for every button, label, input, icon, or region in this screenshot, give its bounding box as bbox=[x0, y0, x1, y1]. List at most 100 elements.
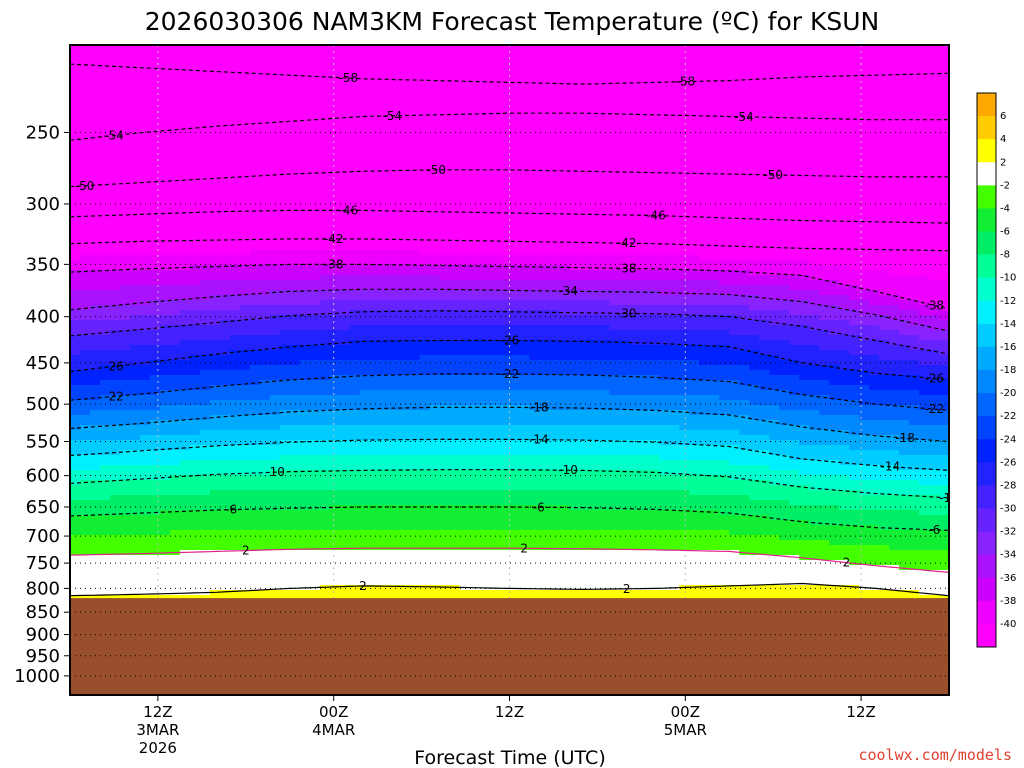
field-cell bbox=[749, 150, 760, 156]
field-cell bbox=[409, 125, 421, 131]
field-cell bbox=[509, 225, 521, 231]
field-cell bbox=[609, 295, 620, 301]
field-cell bbox=[839, 135, 850, 141]
field-cell bbox=[119, 215, 131, 221]
field-cell bbox=[289, 135, 301, 141]
field-cell bbox=[70, 55, 81, 61]
field-cell bbox=[799, 205, 810, 211]
field-cell bbox=[929, 200, 940, 206]
field-cell bbox=[579, 130, 591, 136]
field-cell bbox=[89, 115, 101, 121]
field-cell bbox=[329, 110, 341, 116]
field-cell bbox=[649, 270, 660, 276]
field-cell bbox=[939, 195, 949, 201]
field-cell bbox=[709, 210, 720, 216]
field-cell bbox=[209, 270, 221, 276]
field-cell bbox=[919, 135, 930, 141]
field-cell bbox=[939, 225, 949, 231]
field-cell bbox=[849, 100, 860, 106]
field-cell bbox=[689, 220, 700, 226]
field-cell bbox=[279, 165, 291, 171]
field-cell bbox=[79, 255, 91, 261]
field-cell bbox=[459, 230, 471, 236]
field-cell bbox=[459, 70, 471, 76]
field-cell bbox=[329, 315, 341, 321]
field-cell bbox=[399, 185, 411, 191]
field-cell bbox=[359, 270, 371, 276]
field-cell bbox=[529, 135, 541, 141]
field-cell bbox=[869, 320, 880, 326]
field-cell bbox=[99, 55, 111, 61]
field-cell bbox=[459, 310, 471, 316]
field-cell bbox=[109, 300, 121, 306]
field-cell bbox=[189, 255, 201, 261]
field-cell bbox=[919, 115, 930, 121]
field-cell bbox=[229, 105, 241, 111]
field-cell bbox=[619, 205, 630, 211]
field-cell bbox=[819, 235, 830, 241]
field-cell bbox=[769, 260, 780, 266]
field-cell bbox=[289, 225, 301, 231]
field-cell bbox=[549, 80, 561, 86]
field-cell bbox=[159, 135, 171, 141]
field-cell bbox=[779, 145, 790, 151]
field-cell bbox=[259, 115, 271, 121]
field-cell bbox=[139, 315, 151, 321]
field-cell bbox=[449, 195, 461, 201]
field-cell bbox=[229, 50, 241, 56]
field-cell bbox=[859, 205, 870, 211]
field-cell bbox=[519, 170, 531, 176]
field-cell bbox=[339, 105, 351, 111]
field-cell bbox=[369, 235, 381, 241]
field-cell bbox=[229, 190, 241, 196]
field-cell bbox=[879, 270, 890, 276]
field-cell bbox=[759, 145, 770, 151]
field-cell bbox=[739, 170, 750, 176]
field-cell bbox=[939, 125, 949, 131]
field-cell bbox=[639, 95, 650, 101]
field-cell bbox=[819, 315, 830, 321]
field-cell bbox=[759, 290, 770, 296]
field-cell bbox=[489, 285, 501, 291]
field-cell bbox=[599, 165, 610, 171]
field-cell bbox=[759, 135, 770, 141]
field-cell bbox=[769, 235, 780, 241]
field-cell bbox=[869, 155, 880, 161]
field-cell bbox=[429, 230, 441, 236]
field-cell bbox=[899, 235, 910, 241]
field-cell bbox=[639, 45, 650, 51]
field-cell bbox=[859, 270, 870, 276]
field-cell bbox=[269, 305, 281, 311]
field-cell bbox=[269, 300, 281, 306]
field-cell bbox=[759, 255, 770, 261]
field-cell bbox=[519, 100, 531, 106]
field-cell bbox=[299, 305, 311, 311]
field-cell bbox=[149, 160, 161, 166]
field-cell bbox=[149, 195, 161, 201]
field-cell bbox=[559, 55, 571, 61]
field-cell bbox=[369, 190, 381, 196]
field-cell bbox=[739, 115, 750, 121]
field-cell bbox=[249, 45, 261, 51]
field-cell bbox=[619, 55, 630, 61]
field-cell bbox=[139, 110, 151, 116]
field-cell bbox=[719, 85, 730, 91]
field-cell bbox=[609, 60, 620, 66]
field-cell bbox=[699, 255, 710, 261]
field-cell bbox=[359, 230, 371, 236]
field-cell bbox=[539, 80, 551, 86]
field-cell bbox=[679, 265, 690, 271]
field-cell bbox=[229, 60, 241, 66]
field-cell bbox=[739, 305, 750, 311]
field-cell bbox=[669, 130, 680, 136]
field-cell bbox=[449, 280, 461, 286]
field-cell bbox=[529, 270, 541, 276]
field-cell bbox=[689, 300, 700, 306]
field-cell bbox=[509, 305, 521, 311]
field-cell bbox=[379, 265, 391, 271]
field-cell bbox=[139, 100, 151, 106]
field-cell bbox=[209, 210, 221, 216]
field-cell bbox=[239, 185, 251, 191]
field-cell bbox=[649, 160, 660, 166]
field-cell bbox=[879, 200, 890, 206]
